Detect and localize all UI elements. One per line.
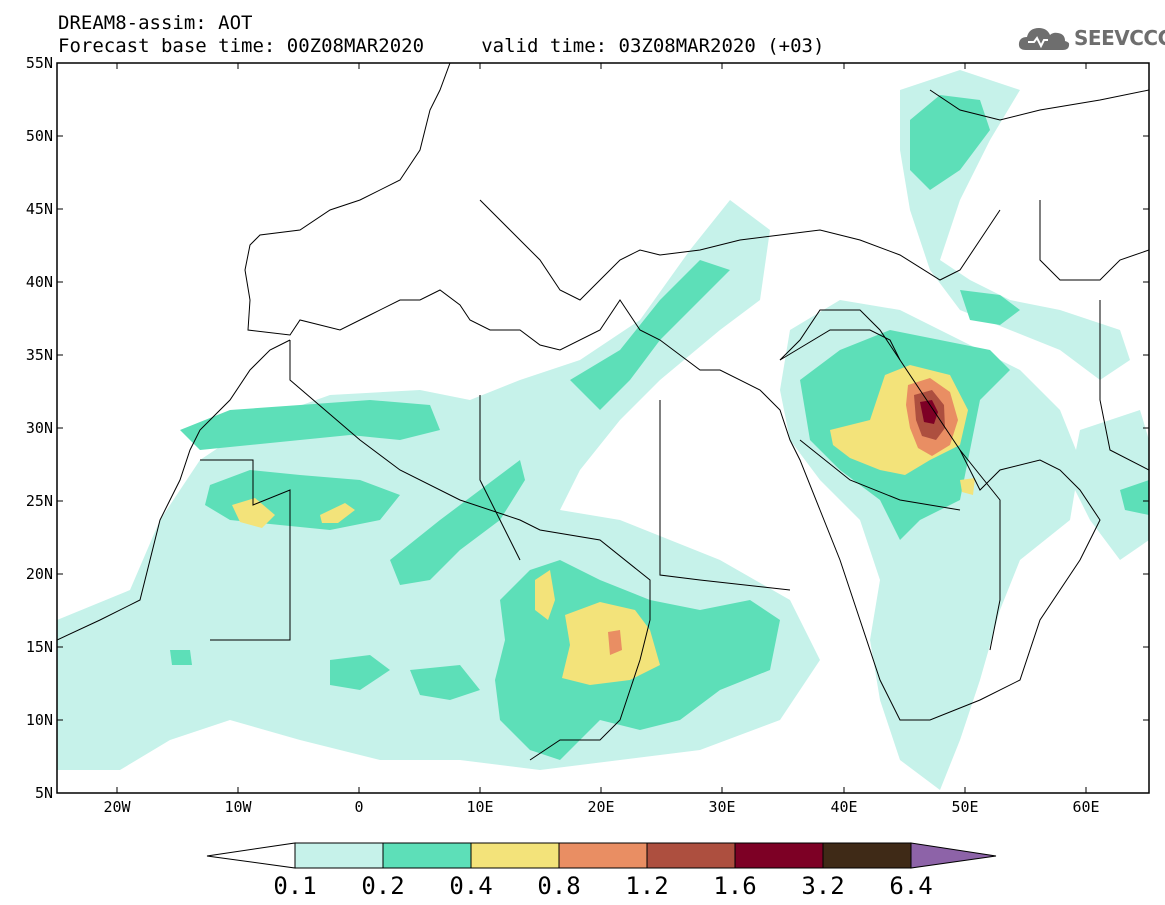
- forecast-time-line: Forecast base time: 00Z08MAR2020 valid t…: [58, 35, 825, 57]
- colorbar: [206, 842, 997, 869]
- lat-label: 50N: [26, 127, 53, 145]
- colorbar-segment: [646, 842, 736, 869]
- lat-label: 45N: [26, 200, 53, 218]
- colorbar-segment: [734, 842, 824, 869]
- colorbar-label: 3.2: [801, 872, 844, 900]
- colorbar-label: 0.4: [449, 872, 492, 900]
- lon-label: 60E: [1072, 798, 1099, 816]
- lat-label: 40N: [26, 273, 53, 291]
- lon-label: 50E: [951, 798, 978, 816]
- colorbar-segment: [206, 842, 296, 869]
- colorbar-label: 0.2: [361, 872, 404, 900]
- lon-label: 30E: [708, 798, 735, 816]
- lat-label: 20N: [26, 565, 53, 583]
- lat-label: 55N: [26, 54, 53, 72]
- colorbar-label: 1.6: [713, 872, 756, 900]
- lon-label: 40E: [830, 798, 857, 816]
- coastlines-borders: [57, 63, 1149, 761]
- lat-label: 15N: [26, 638, 53, 656]
- colorbar-label: 6.4: [889, 872, 932, 900]
- lon-label: 20W: [103, 798, 131, 816]
- lat-label: 25N: [26, 492, 53, 510]
- colorbar-label: 0.1: [273, 872, 316, 900]
- cloud-icon: [1018, 28, 1070, 50]
- logo-text: SEEVCCC: [1074, 26, 1165, 50]
- colorbar-segment: [910, 842, 997, 869]
- lon-label: 10W: [224, 798, 252, 816]
- lon-ticks: [116, 63, 1087, 793]
- lon-label: 0: [354, 798, 363, 816]
- map-title: DREAM8-assim: AOT: [58, 12, 253, 34]
- lon-label: 20E: [587, 798, 614, 816]
- seevccc-logo: SEEVCCC: [1018, 24, 1165, 52]
- lat-label: 30N: [26, 419, 53, 437]
- colorbar-segment: [382, 842, 472, 869]
- lon-label: 10E: [466, 798, 493, 816]
- colorbar-segment: [470, 842, 560, 869]
- lat-ticks: [57, 62, 1149, 794]
- colorbar-segment: [294, 842, 384, 869]
- colorbar-segment: [822, 842, 912, 869]
- colorbar-label: 0.8: [537, 872, 580, 900]
- lat-label: 10N: [26, 711, 53, 729]
- colorbar-segment: [558, 842, 648, 869]
- aot-field: [57, 63, 1149, 793]
- lat-label: 5N: [35, 784, 53, 802]
- lat-label: 35N: [26, 346, 53, 364]
- colorbar-label: 1.2: [625, 872, 668, 900]
